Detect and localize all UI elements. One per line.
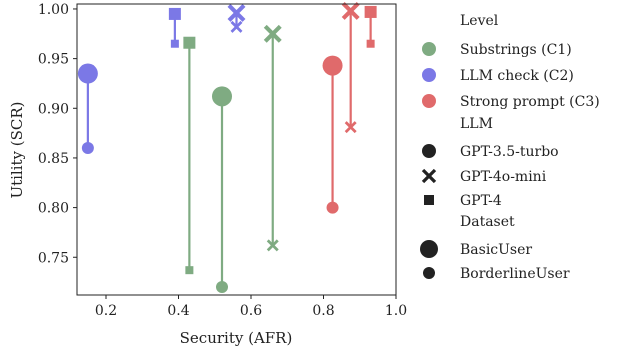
point-llm-check-c2-gpt-4o-mini-basicuser: [227, 3, 246, 22]
legend-llm-gpt-4o-mini-label: GPT-4o-mini: [460, 169, 547, 185]
point-substrings-c1-gpt-4o-mini-borderlineuser-stroke-b: [266, 239, 279, 252]
point-strong-prompt-c3-gpt-4o-mini-basicuser: [341, 1, 360, 20]
point-llm-check-c2-gpt-4o-mini-borderlineuser-stroke-b: [230, 20, 243, 33]
legend-level-llm-check-c2-label: LLM check (C2): [460, 68, 574, 84]
y-tick-label-3: 0.90: [38, 101, 69, 117]
point-strong-prompt-c3-gpt-4o-mini-borderlineuser: [344, 121, 357, 134]
y-tick-label-1: 0.80: [38, 201, 69, 217]
y-axis-title: Utility (SCR): [8, 101, 26, 198]
point-strong-prompt-c3-gpt-4o-mini-basicuser-stroke-b: [341, 1, 360, 20]
axes: 0.2 0.4 0.6 0.8 1.0 0.75 0.80 0.85 0.90 0.95 1.00…: [8, 2, 407, 347]
point-substrings-c1-gpt-3-5-turbo-basicuser: [212, 86, 232, 107]
legend: Level LLM Dataset Substrings (C1) LLM che…: [420, 13, 600, 282]
legend-title-level: Level: [460, 13, 499, 29]
y-tick-label-0: 0.75: [38, 250, 69, 266]
point-substrings-c1-gpt-3-5-turbo-borderlineuser: [216, 281, 228, 294]
legend-llm-gpt-3-5-turbo-label: GPT-3.5-turbo: [460, 144, 559, 160]
point-strong-prompt-c3-gpt-4-borderlineuser: [366, 39, 375, 48]
point-llm-check-c2-gpt-4o-mini-borderlineuser: [230, 20, 243, 33]
point-strong-prompt-c3-gpt-4o-mini-borderlineuser-stroke-b: [344, 121, 357, 134]
y-tick-label-2: 0.85: [38, 151, 69, 167]
x-axis-ticks: 0.2 0.4 0.6 0.8 1.0: [95, 295, 407, 319]
x-tick-label-1: 0.4: [167, 303, 189, 319]
point-strong-prompt-c3-gpt-3-5-turbo-borderlineuser: [326, 201, 339, 214]
point-substrings-c1-gpt-4o-mini-basicuser-stroke-b: [263, 24, 282, 43]
point-strong-prompt-c3-gpt-3-5-turbo-basicuser: [322, 55, 343, 76]
legend-llm-gpt-3-5-turbo-marker: [422, 144, 436, 158]
legend-llm-gpt-4-label: GPT-4: [460, 193, 502, 209]
x-tick-label-3: 0.8: [312, 303, 334, 319]
legend-title-llm: LLM: [460, 116, 493, 132]
x-tick-label-0: 0.2: [95, 303, 117, 319]
legend-llm-gpt-4o-mini-marker: [421, 168, 437, 184]
y-tick-label-5: 1.00: [38, 2, 69, 18]
plot-frame: [76, 3, 397, 296]
x-axis-title: Security (AFR): [180, 329, 293, 347]
point-substrings-c1-gpt-4-borderlineuser: [185, 266, 194, 275]
legend-llm-gpt-4-marker: [424, 195, 434, 205]
point-substrings-c1-gpt-4o-mini-borderlineuser: [266, 239, 279, 252]
x-tick-label-2: 0.6: [240, 303, 262, 319]
legend-dataset-basicuser-label: BasicUser: [460, 242, 532, 258]
legend-level-strong-prompt-c3-marker: [422, 94, 436, 108]
legend-dataset-borderlineuser-marker: [423, 267, 435, 279]
legend-dataset-basicuser-marker: [420, 240, 438, 258]
legend-dataset-borderlineuser-label: BorderlineUser: [460, 266, 570, 282]
legend-items: Substrings (C1) LLM check (C2) Strong prom…: [420, 42, 600, 282]
point-llm-check-c2-gpt-3-5-turbo-basicuser: [77, 63, 98, 84]
plot-area: [77, 1, 377, 294]
point-substrings-c1-gpt-4-basicuser: [183, 36, 196, 49]
point-substrings-c1-gpt-4o-mini-basicuser: [263, 24, 282, 43]
legend-level-llm-check-c2-marker: [422, 68, 436, 82]
legend-level-substrings-c1-label: Substrings (C1): [460, 42, 572, 58]
y-axis-ticks: 0.75 0.80 0.85 0.90 0.95 1.00: [38, 2, 77, 266]
y-tick-label-4: 0.95: [38, 52, 69, 68]
point-llm-check-c2-gpt-4-borderlineuser: [170, 39, 179, 48]
point-llm-check-c2-gpt-4o-mini-basicuser-stroke-b: [227, 3, 246, 22]
legend-level-substrings-c1-marker: [422, 42, 436, 56]
point-strong-prompt-c3-gpt-4-basicuser: [364, 5, 377, 18]
x-tick-label-4: 1.0: [385, 303, 407, 319]
point-llm-check-c2-gpt-3-5-turbo-borderlineuser: [81, 142, 94, 155]
legend-title-dataset: Dataset: [460, 214, 515, 230]
legend-level-strong-prompt-c3-label: Strong prompt (C3): [460, 94, 600, 110]
point-llm-check-c2-gpt-4-basicuser: [168, 7, 181, 20]
legend-llm-gpt-4o-mini-marker-stroke-b: [421, 168, 437, 184]
